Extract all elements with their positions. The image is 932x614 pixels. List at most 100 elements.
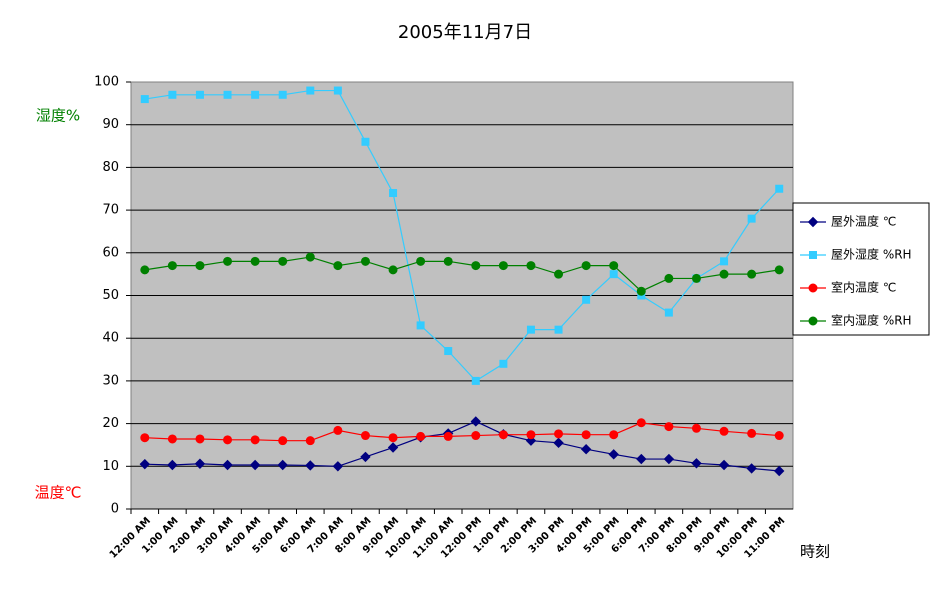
- marker: [746, 463, 757, 474]
- legend-marker: [808, 283, 818, 293]
- marker: [609, 430, 619, 440]
- marker: [140, 433, 150, 443]
- series-line: [144, 256, 780, 292]
- marker: [306, 86, 315, 95]
- marker: [249, 459, 261, 471]
- y-tick-label: 0: [111, 502, 119, 517]
- marker: [636, 453, 647, 465]
- marker: [167, 261, 177, 271]
- legend-marker: [807, 216, 819, 228]
- marker: [719, 269, 729, 279]
- marker: [609, 270, 618, 279]
- marker: [498, 261, 508, 271]
- marker: [389, 189, 398, 198]
- marker: [361, 137, 370, 146]
- marker: [581, 430, 591, 440]
- y-tick-label: 40: [102, 331, 119, 346]
- marker: [223, 435, 233, 445]
- legend-label: 屋外湿度 %RH: [831, 247, 912, 262]
- marker: [526, 325, 535, 334]
- marker: [250, 256, 260, 266]
- marker: [195, 261, 205, 271]
- marker: [305, 460, 316, 471]
- marker: [139, 458, 150, 470]
- y-tick-label: 80: [102, 160, 119, 175]
- marker: [553, 437, 564, 449]
- marker: [305, 436, 315, 446]
- marker: [774, 265, 784, 275]
- marker: [140, 265, 150, 275]
- marker: [636, 418, 646, 428]
- marker: [498, 430, 508, 440]
- x-label: 時刻: [800, 543, 830, 561]
- marker: [387, 442, 399, 453]
- marker: [195, 90, 204, 99]
- marker: [167, 434, 177, 444]
- marker: [691, 458, 702, 469]
- marker: [278, 90, 287, 99]
- marker: [332, 461, 344, 472]
- marker: [278, 256, 288, 266]
- marker: [194, 458, 206, 469]
- marker: [747, 428, 757, 438]
- marker: [774, 465, 785, 477]
- marker: [636, 286, 646, 296]
- marker: [581, 261, 591, 271]
- marker: [775, 184, 784, 193]
- legend-label: 室内温度 ℃: [831, 280, 896, 295]
- marker: [223, 90, 232, 99]
- legend-label: 屋外温度 ℃: [831, 214, 896, 229]
- y-tick-label: 60: [102, 245, 119, 260]
- marker: [195, 434, 205, 444]
- marker: [471, 261, 481, 271]
- marker: [167, 459, 178, 471]
- marker: [360, 431, 370, 441]
- series-line: [144, 89, 780, 382]
- marker: [609, 261, 619, 271]
- legend-label: 室内湿度 %RH: [831, 313, 912, 328]
- y-tick-label: 20: [102, 416, 119, 431]
- marker: [471, 431, 481, 441]
- marker: [664, 308, 673, 317]
- marker: [416, 256, 426, 266]
- marker: [277, 459, 288, 471]
- marker: [388, 433, 398, 443]
- y-tick-label: 90: [102, 117, 119, 132]
- marker: [554, 269, 564, 279]
- marker: [580, 444, 592, 455]
- marker: [223, 256, 233, 266]
- marker: [333, 261, 343, 271]
- marker: [443, 431, 453, 441]
- marker: [360, 451, 371, 463]
- legend: [792, 202, 930, 336]
- marker: [360, 256, 370, 266]
- marker: [747, 269, 757, 279]
- y-label-temperature: 温度℃: [35, 484, 82, 502]
- marker: [499, 359, 508, 368]
- marker: [720, 257, 729, 266]
- marker: [554, 325, 563, 334]
- marker: [718, 459, 730, 471]
- marker: [582, 295, 591, 304]
- marker: [333, 425, 343, 435]
- marker: [664, 422, 674, 432]
- marker: [444, 347, 453, 356]
- marker: [663, 453, 675, 465]
- marker: [333, 86, 342, 95]
- marker: [222, 459, 233, 471]
- marker: [251, 90, 260, 99]
- chart-title: 2005年11月7日: [398, 22, 532, 43]
- legend-marker: [809, 251, 817, 259]
- marker: [250, 435, 260, 445]
- marker: [278, 436, 288, 446]
- marker: [526, 261, 536, 271]
- marker: [471, 376, 480, 385]
- marker: [470, 416, 481, 427]
- y-tick-label: 50: [102, 288, 119, 303]
- marker: [140, 95, 149, 104]
- marker: [719, 426, 729, 436]
- marker: [608, 449, 619, 460]
- marker: [416, 321, 425, 330]
- marker: [691, 273, 701, 283]
